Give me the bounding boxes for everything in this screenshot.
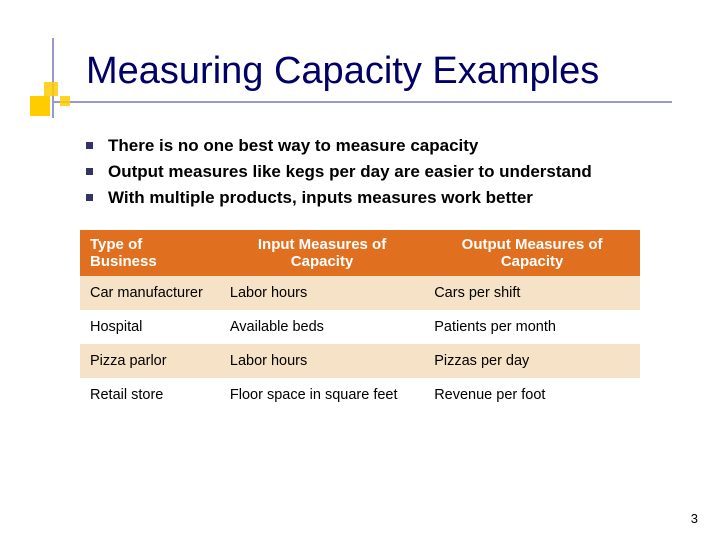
table-cell: Labor hours: [220, 344, 424, 378]
table-cell: Floor space in square feet: [220, 378, 424, 412]
capacity-table: Type of Business Input Measures of Capac…: [80, 230, 640, 413]
table-header: Output Measures of Capacity: [424, 230, 640, 277]
table-cell: Pizza parlor: [80, 344, 220, 378]
table-cell: Patients per month: [424, 310, 640, 344]
table-header: Type of Business: [80, 230, 220, 277]
table-header: Input Measures of Capacity: [220, 230, 424, 277]
title-region: Measuring Capacity Examples: [0, 0, 720, 93]
table-row: Pizza parlor Labor hours Pizzas per day: [80, 344, 640, 378]
table-row: Retail store Floor space in square feet …: [80, 378, 640, 412]
table-cell: Pizzas per day: [424, 344, 640, 378]
table-cell: Retail store: [80, 378, 220, 412]
bullet-item: Output measures like kegs per day are ea…: [86, 161, 720, 184]
table-cell: Hospital: [80, 310, 220, 344]
capacity-table-wrap: Type of Business Input Measures of Capac…: [80, 230, 640, 413]
slide-title: Measuring Capacity Examples: [60, 50, 720, 93]
table-row: Hospital Available beds Patients per mon…: [80, 310, 640, 344]
table-row: Car manufacturer Labor hours Cars per sh…: [80, 276, 640, 310]
page-number: 3: [691, 511, 698, 526]
table-cell: Cars per shift: [424, 276, 640, 310]
bullet-list: There is no one best way to measure capa…: [86, 135, 720, 210]
table-cell: Labor hours: [220, 276, 424, 310]
table-cell: Car manufacturer: [80, 276, 220, 310]
table-cell: Available beds: [220, 310, 424, 344]
table-cell: Revenue per foot: [424, 378, 640, 412]
bullet-item: There is no one best way to measure capa…: [86, 135, 720, 158]
bullet-item: With multiple products, inputs measures …: [86, 187, 720, 210]
